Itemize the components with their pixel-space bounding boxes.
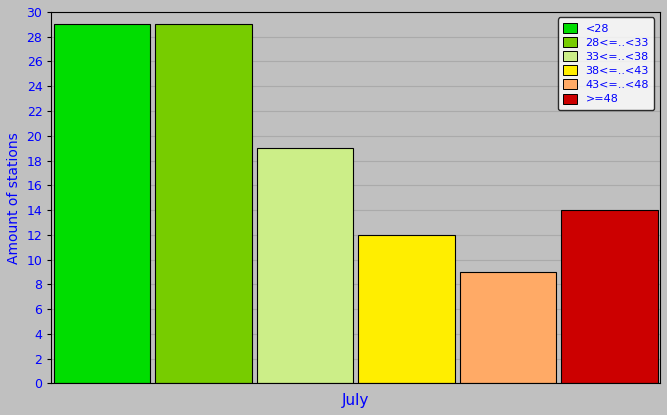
Y-axis label: Amount of stations: Amount of stations bbox=[7, 132, 21, 264]
Legend: <28, 28<=..<33, 33<=..<38, 38<=..<43, 43<=..<48, >=48: <28, 28<=..<33, 33<=..<38, 38<=..<43, 43… bbox=[558, 17, 654, 110]
Bar bbox=[54, 24, 150, 383]
Bar bbox=[358, 235, 455, 383]
Bar bbox=[257, 148, 354, 383]
Bar bbox=[460, 272, 556, 383]
Bar bbox=[155, 24, 251, 383]
Bar bbox=[561, 210, 658, 383]
